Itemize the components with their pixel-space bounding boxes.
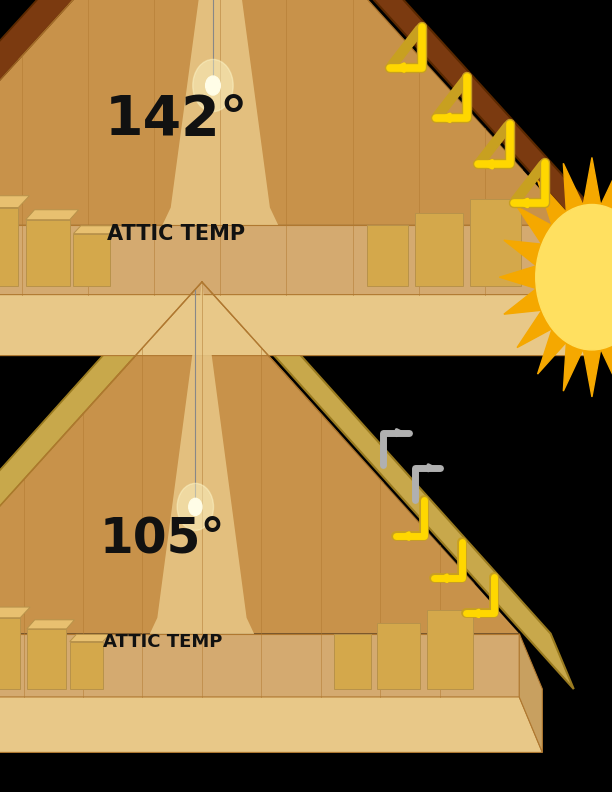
Polygon shape bbox=[415, 213, 463, 286]
Polygon shape bbox=[0, 208, 18, 286]
Text: 142°: 142° bbox=[105, 93, 248, 147]
Polygon shape bbox=[377, 623, 420, 689]
Polygon shape bbox=[26, 219, 70, 286]
Circle shape bbox=[206, 76, 220, 95]
Polygon shape bbox=[0, 0, 220, 295]
Polygon shape bbox=[0, 0, 612, 286]
Polygon shape bbox=[0, 246, 202, 697]
Polygon shape bbox=[0, 607, 30, 618]
Polygon shape bbox=[0, 0, 573, 225]
Polygon shape bbox=[0, 697, 542, 752]
Polygon shape bbox=[0, 634, 519, 697]
Polygon shape bbox=[427, 610, 473, 689]
Polygon shape bbox=[26, 210, 78, 219]
Polygon shape bbox=[0, 295, 599, 356]
Polygon shape bbox=[470, 199, 521, 286]
Polygon shape bbox=[519, 634, 542, 752]
Text: ATTIC TEMP: ATTIC TEMP bbox=[103, 633, 222, 650]
Circle shape bbox=[188, 498, 202, 516]
Polygon shape bbox=[573, 225, 599, 356]
Polygon shape bbox=[0, 246, 574, 689]
Polygon shape bbox=[334, 634, 370, 689]
Polygon shape bbox=[367, 225, 408, 286]
Circle shape bbox=[177, 483, 214, 531]
Circle shape bbox=[193, 59, 233, 112]
Polygon shape bbox=[70, 642, 103, 689]
Text: ATTIC TEMP: ATTIC TEMP bbox=[107, 223, 245, 244]
Polygon shape bbox=[27, 629, 67, 689]
Polygon shape bbox=[0, 618, 20, 689]
Polygon shape bbox=[0, 282, 519, 634]
Polygon shape bbox=[70, 634, 110, 642]
Polygon shape bbox=[73, 226, 118, 234]
Polygon shape bbox=[127, 282, 277, 681]
Polygon shape bbox=[27, 620, 75, 629]
Polygon shape bbox=[0, 196, 29, 208]
Text: 105°: 105° bbox=[100, 515, 225, 562]
Polygon shape bbox=[0, 225, 573, 295]
Polygon shape bbox=[499, 158, 612, 397]
Circle shape bbox=[536, 204, 612, 350]
Polygon shape bbox=[73, 234, 110, 286]
Polygon shape bbox=[138, 0, 303, 277]
